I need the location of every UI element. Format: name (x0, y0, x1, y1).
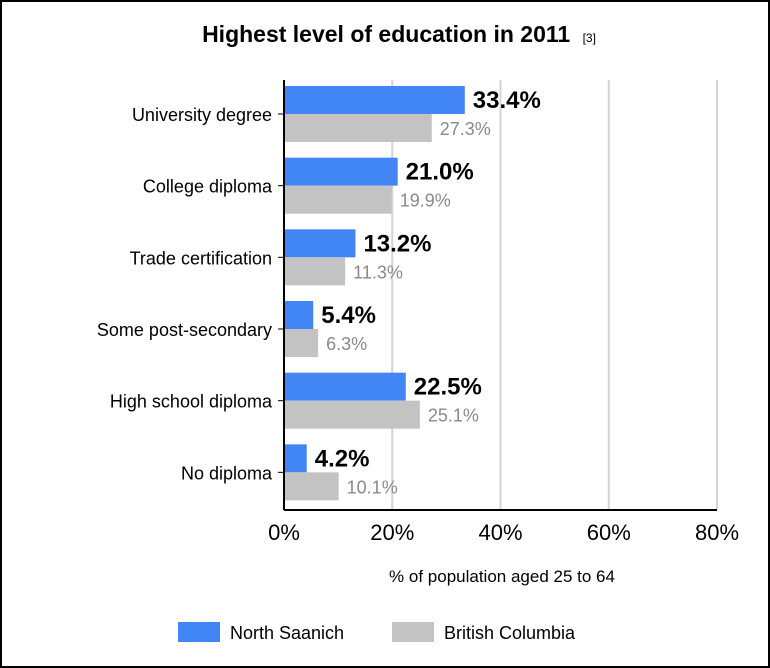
category-label: No diploma (181, 463, 273, 483)
bar-british-columbia (284, 114, 432, 142)
bar-british-columbia (284, 185, 392, 214)
bar-north-saanich (284, 444, 307, 473)
value-label-north-saanich: 4.2% (315, 445, 370, 472)
legend-north-saanich-swatch (178, 622, 220, 642)
bars (284, 86, 465, 501)
bar-north-saanich (284, 301, 314, 329)
category-label: Trade certification (130, 248, 272, 268)
bar-british-columbia (284, 472, 339, 501)
x-tick-label: 60% (587, 520, 631, 545)
gridlines (391, 80, 718, 510)
legend-north-saanich-label: North Saanich (230, 623, 344, 643)
bar-north-saanich (284, 372, 406, 401)
value-label-north-saanich: 21.0% (406, 159, 474, 186)
bar-british-columbia (284, 257, 346, 286)
x-tick-label: 40% (478, 520, 522, 545)
category-label: University degree (132, 105, 272, 125)
value-label-british-columbia: 6.3% (326, 334, 367, 354)
bar-british-columbia (284, 400, 420, 429)
value-label-british-columbia: 10.1% (347, 477, 398, 497)
value-label-british-columbia: 25.1% (428, 406, 479, 426)
chart-title: Highest level of education in 2011 [3] (202, 21, 596, 47)
value-label-british-columbia: 27.3% (440, 119, 491, 139)
category-label: Some post-secondary (97, 320, 272, 340)
legend: North Saanich British Columbia (178, 622, 576, 643)
category-label: High school diploma (110, 392, 273, 412)
axes: 0% 20% 40% 60% 80% University degree College d… (97, 80, 739, 545)
bar-north-saanich (284, 229, 356, 258)
value-labels: 33.4% 27.3% 21.0% 19.9% 13.2% 11.3% 5.4% 6.3% 22… (315, 87, 541, 497)
value-label-north-saanich: 13.2% (363, 230, 431, 257)
x-tick-label: 0% (268, 520, 300, 545)
x-tick-label: 20% (370, 520, 414, 545)
bar-north-saanich (284, 157, 398, 186)
value-label-north-saanich: 5.4% (321, 302, 376, 329)
value-label-british-columbia: 19.9% (400, 191, 451, 211)
chart-title-reference: [3] (583, 31, 596, 45)
bar-british-columbia (284, 329, 319, 357)
x-tick-label: 80% (695, 520, 739, 545)
x-axis-label: % of population aged 25 to 64 (389, 567, 615, 586)
value-label-british-columbia: 11.3% (353, 262, 403, 282)
value-label-north-saanich: 22.5% (414, 374, 482, 401)
bar-north-saanich (284, 86, 465, 114)
category-label: College diploma (143, 177, 273, 197)
legend-british-columbia-swatch (392, 622, 434, 642)
value-label-north-saanich: 33.4% (473, 87, 541, 114)
legend-british-columbia-label: British Columbia (444, 623, 576, 643)
chart-title-text: Highest level of education in 2011 (202, 21, 570, 47)
